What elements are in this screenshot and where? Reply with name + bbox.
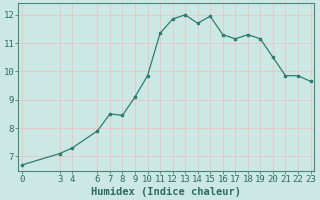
X-axis label: Humidex (Indice chaleur): Humidex (Indice chaleur) (91, 186, 241, 197)
